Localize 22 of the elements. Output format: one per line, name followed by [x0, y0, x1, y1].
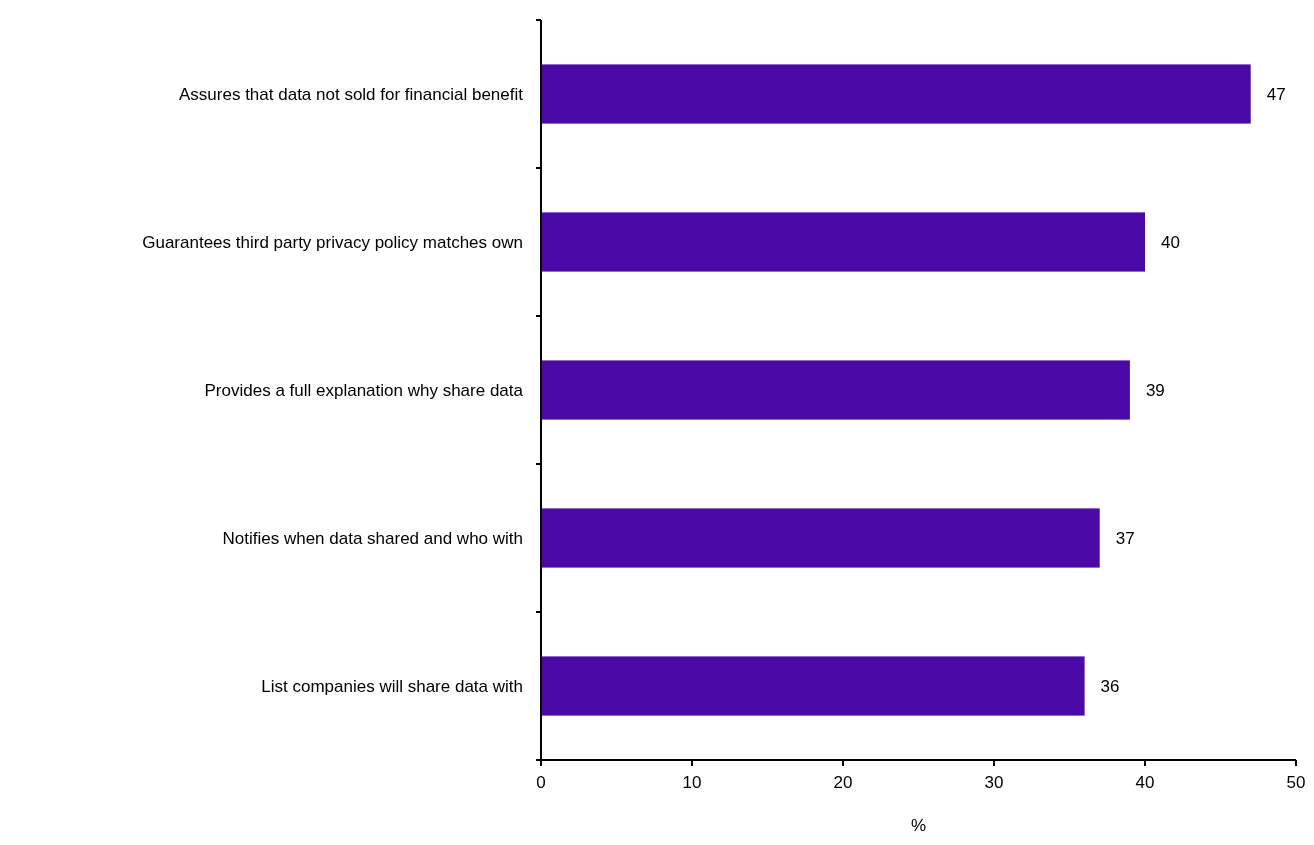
data-label: 36: [1100, 676, 1120, 696]
x-tick-label: 20: [833, 773, 853, 792]
x-tick-label: 50: [1286, 773, 1306, 792]
data-label: 47: [1266, 84, 1286, 104]
bar: [541, 656, 1085, 716]
x-axis-title: %: [910, 816, 927, 835]
x-tick-label: 0: [536, 773, 546, 792]
bar: [541, 64, 1251, 124]
y-tick-label: Provides a full explanation why share data: [204, 380, 524, 400]
y-tick-label: Guarantees third party privacy policy matches own: [142, 232, 523, 252]
data-label: 37: [1115, 528, 1135, 548]
bar: [541, 360, 1130, 420]
bar: [541, 508, 1100, 568]
x-tick-label: 40: [1135, 773, 1155, 792]
y-tick-label: List companies will share data with: [261, 676, 523, 696]
bar: [541, 212, 1145, 272]
x-tick-label: 30: [984, 773, 1004, 792]
y-tick-label: Assures that data not sold for financial benefit: [179, 84, 524, 104]
data-label: 40: [1161, 232, 1180, 252]
data-label: 39: [1145, 380, 1165, 400]
y-tick-label: Notifies when data shared and who with: [222, 528, 523, 548]
x-tick-label: 10: [682, 773, 702, 792]
